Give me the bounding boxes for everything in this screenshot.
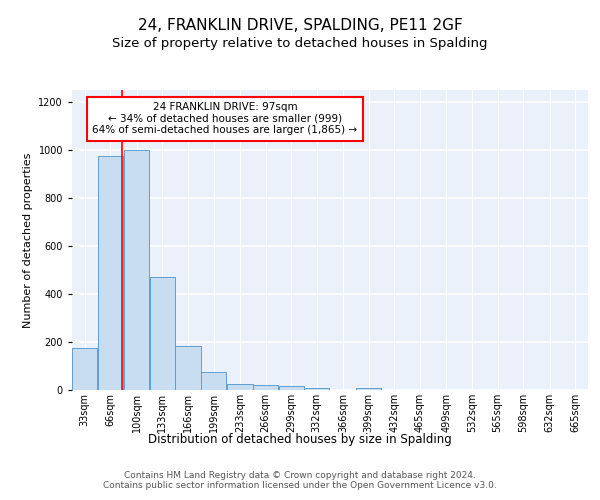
Bar (278, 386, 304, 390)
Y-axis label: Number of detached properties: Number of detached properties (23, 152, 33, 328)
Text: 24 FRANKLIN DRIVE: 97sqm
← 34% of detached houses are smaller (999)
64% of semi-: 24 FRANKLIN DRIVE: 97sqm ← 34% of detach… (92, 102, 358, 136)
Bar (356, 388, 382, 390)
Bar (124, 150, 149, 390)
Text: 24, FRANKLIN DRIVE, SPALDING, PE11 2GF: 24, FRANKLIN DRIVE, SPALDING, PE11 2GF (137, 18, 463, 32)
Bar (304, 388, 329, 390)
Text: Distribution of detached houses by size in Spalding: Distribution of detached houses by size … (148, 432, 452, 446)
Bar (175, 346, 200, 390)
Bar (72, 348, 97, 390)
Text: Size of property relative to detached houses in Spalding: Size of property relative to detached ho… (112, 38, 488, 51)
Bar (150, 277, 175, 390)
Bar (201, 372, 226, 390)
Bar (253, 385, 278, 390)
Text: Contains HM Land Registry data © Crown copyright and database right 2024.
Contai: Contains HM Land Registry data © Crown c… (103, 470, 497, 490)
Bar (98, 156, 123, 390)
Bar (227, 384, 253, 390)
